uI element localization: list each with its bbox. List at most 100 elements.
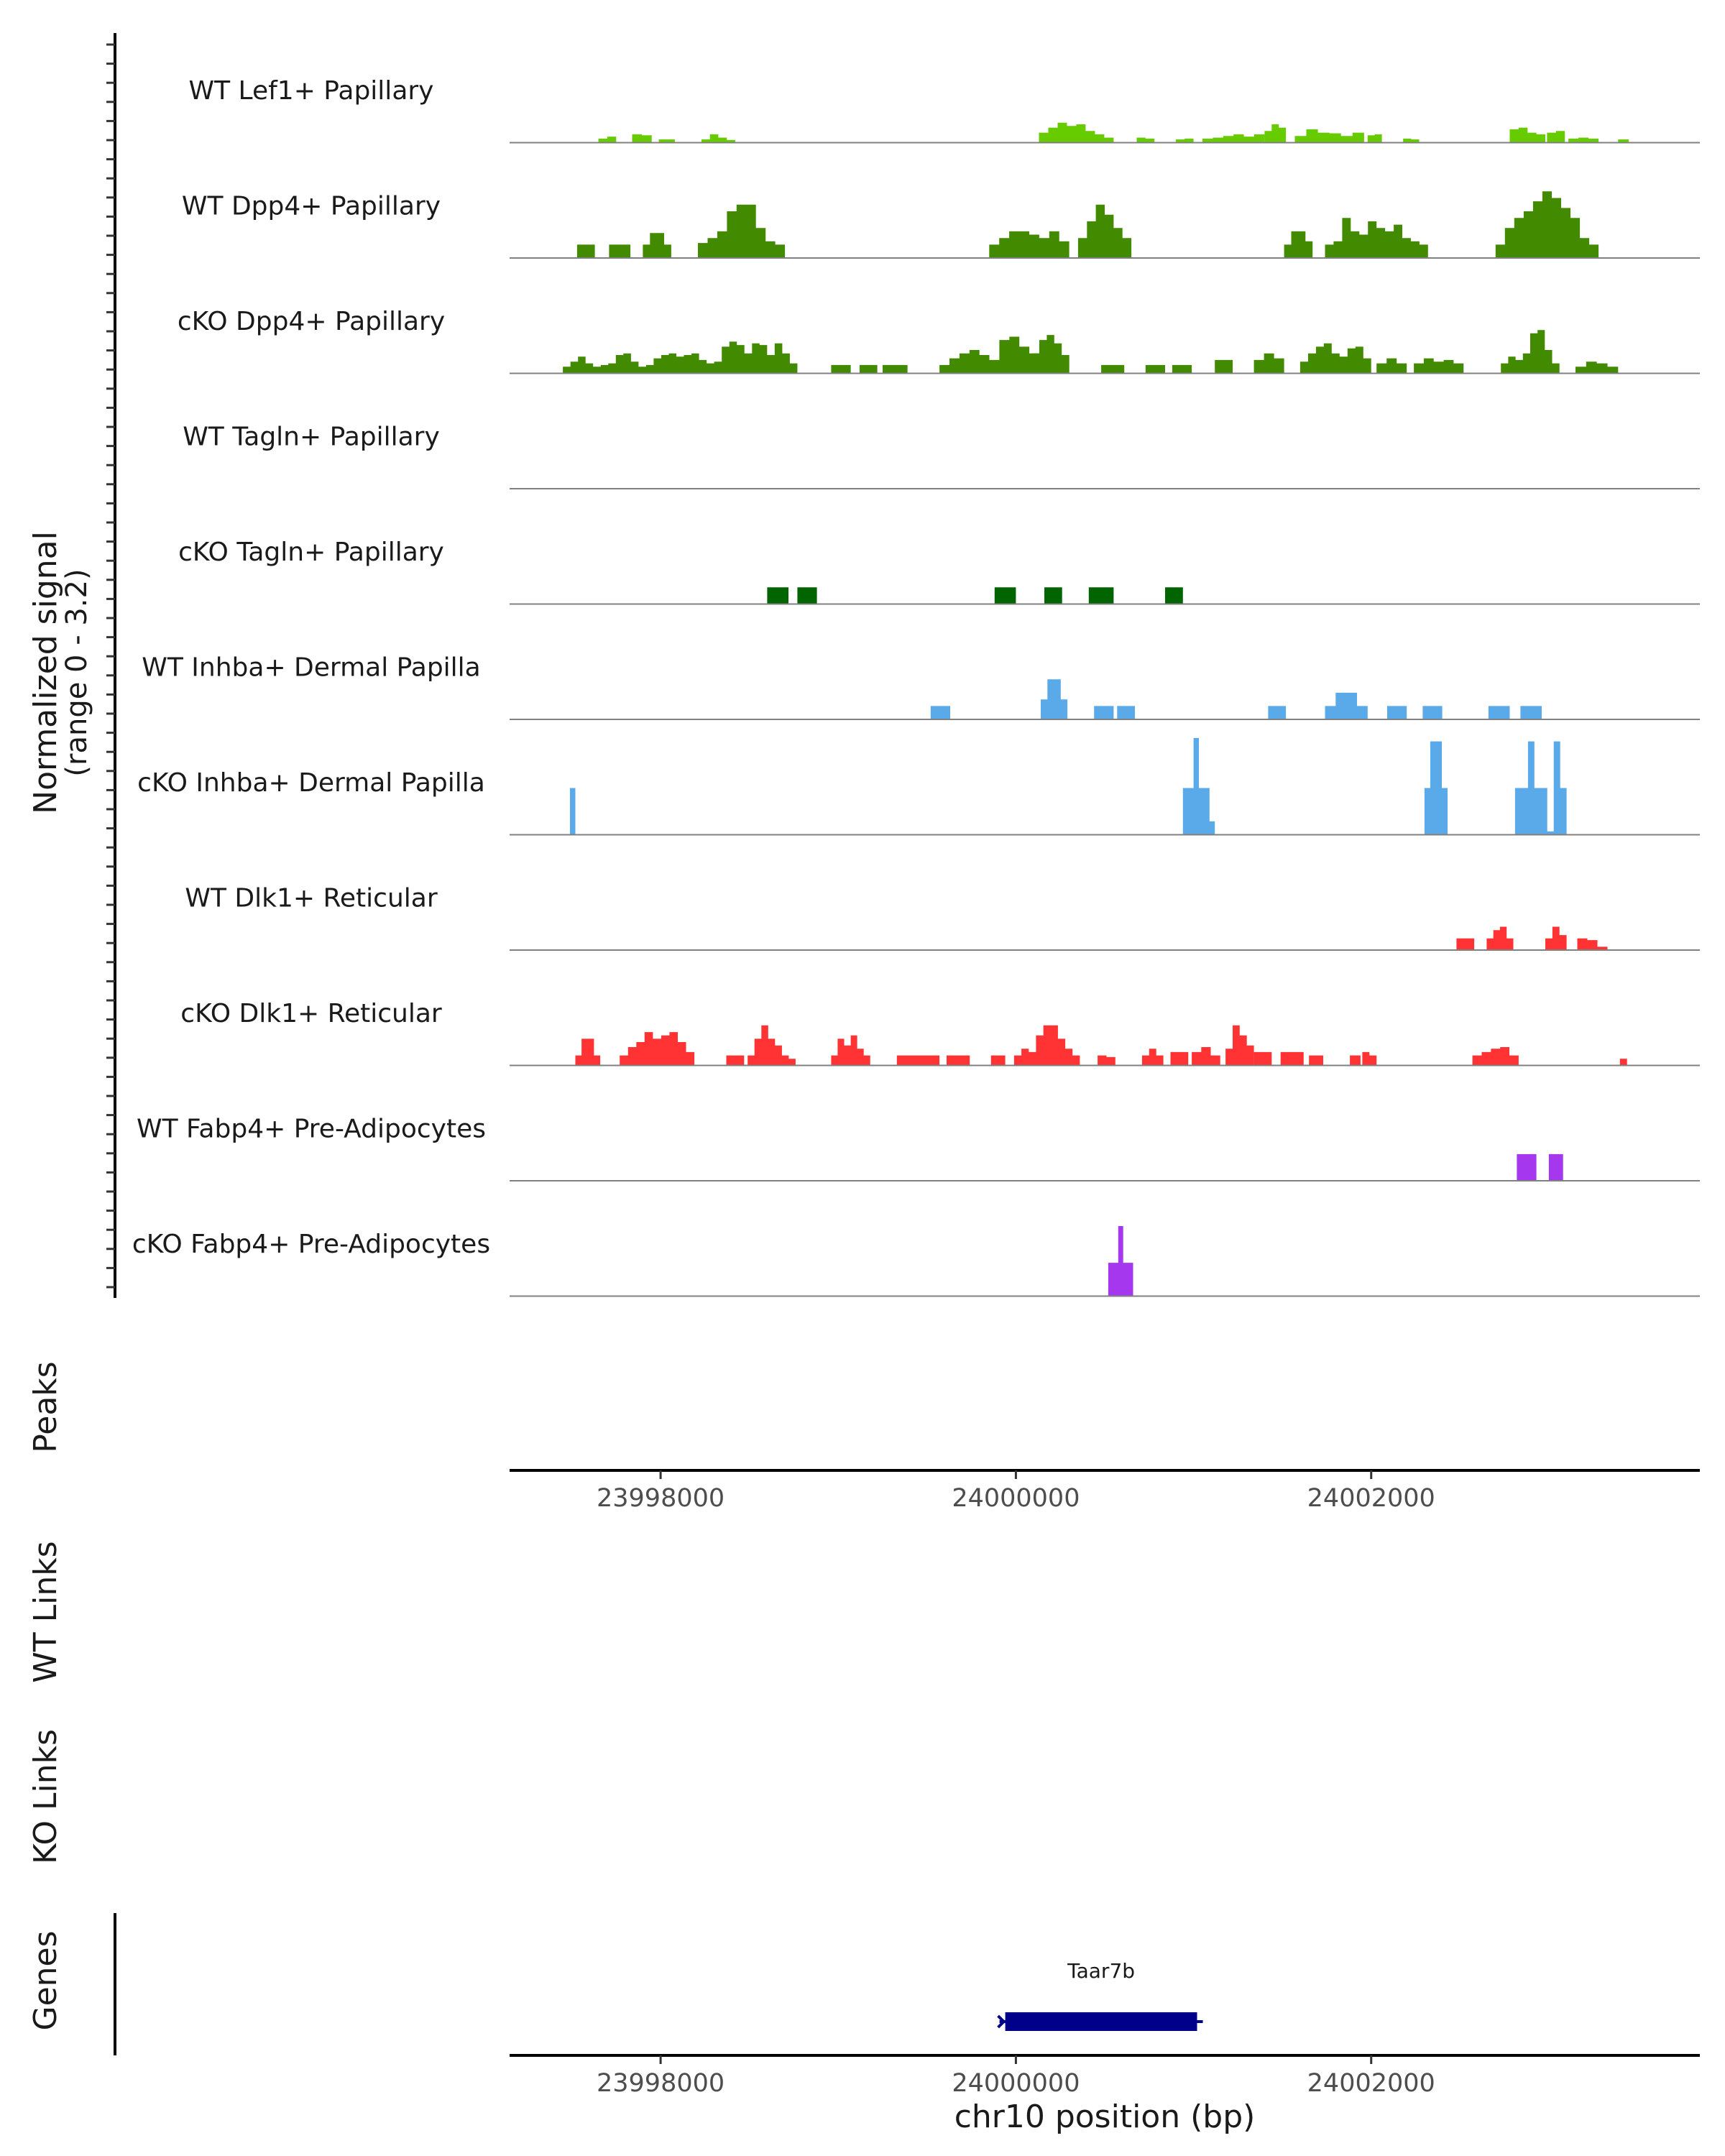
genes-label: Genes	[27, 1930, 64, 2030]
signal-area	[1145, 364, 1165, 374]
y-axis-label-group: Normalized signal (range 0 - 3.2)	[27, 531, 93, 814]
signal-area	[1077, 204, 1132, 258]
gene-track: Taar7b	[997, 1959, 1203, 2031]
signal-area	[1576, 361, 1619, 374]
track-7: WT Dlk1+ Reticular	[185, 884, 1700, 951]
signal-area	[643, 233, 671, 258]
signal-area	[570, 788, 576, 835]
x-tick-label: 24000000	[952, 1484, 1080, 1513]
signal-area	[1619, 1059, 1627, 1066]
signal-area	[1387, 706, 1407, 719]
x-tick-label: 24002000	[1307, 1484, 1435, 1513]
track-2: cKO Dpp4+ Papillary	[178, 307, 1700, 374]
signal-area	[1044, 587, 1062, 604]
signal-area	[1548, 1153, 1563, 1181]
x-tick-label: 23998000	[597, 2069, 724, 2098]
coverage-tracks: WT Lef1+ Papillary WT Dpp4+ Papillary cKO …	[132, 76, 1700, 1297]
signal-area	[620, 1032, 695, 1066]
signal-area	[1268, 706, 1287, 719]
signal-area	[1456, 938, 1475, 950]
signal-area	[896, 1055, 940, 1066]
signal-area	[947, 1055, 970, 1066]
signal-area	[1350, 1055, 1361, 1066]
track-0: WT Lef1+ Papillary	[189, 76, 1700, 144]
track-4: cKO Tagln+ Papillary	[178, 538, 1700, 605]
signal-area	[1192, 1047, 1220, 1066]
signal-area	[1117, 706, 1135, 719]
signal-area	[989, 231, 1070, 258]
signal-area	[994, 587, 1016, 604]
y-axis	[106, 33, 116, 1298]
signal-area	[1414, 358, 1464, 374]
x-tick-label: 23998000	[597, 1484, 724, 1513]
track-9: WT Fabp4+ Pre-Adipocytes	[137, 1115, 1700, 1181]
signal-area	[1031, 335, 1070, 374]
signal-area	[831, 1035, 870, 1066]
signal-area	[767, 587, 788, 604]
y-axis-label: Normalized signal	[27, 531, 64, 814]
signal-area	[1424, 741, 1448, 835]
signal-area	[831, 364, 851, 374]
x-axis-top: 23998000 24000000 24002000	[597, 1470, 1435, 1513]
signal-area	[1501, 330, 1560, 374]
track-label: cKO Dlk1+ Reticular	[180, 999, 442, 1028]
gene-name: Taar7b	[1067, 1959, 1135, 1983]
track-1: WT Dpp4+ Papillary	[182, 191, 1700, 259]
x-axis-bottom: 23998000 24000000 24002000	[597, 2055, 1435, 2098]
track-label: WT Tagln+ Papillary	[183, 423, 440, 452]
signal-area	[1325, 692, 1368, 719]
x-tick-label: 24000000	[952, 2069, 1080, 2098]
track-5: WT Inhba+ Dermal Papilla	[142, 653, 1700, 720]
signal-area	[1264, 124, 1287, 143]
signal-area	[1300, 343, 1371, 374]
x-tick-label: 24002000	[1307, 2069, 1435, 2098]
signal-area	[1545, 926, 1567, 950]
signal-area	[632, 134, 652, 143]
signal-area	[1403, 138, 1420, 143]
signal-area	[1225, 1025, 1254, 1066]
signal-area	[701, 134, 735, 143]
signal-area	[1170, 1051, 1189, 1066]
signal-area	[1101, 364, 1125, 374]
track-label: cKO Fabp4+ Pre-Adipocytes	[132, 1230, 490, 1259]
signal-area	[1202, 134, 1265, 143]
signal-area	[1013, 1025, 1080, 1066]
y-axis-range-label: (range 0 - 3.2)	[60, 568, 93, 776]
signal-area	[563, 341, 798, 374]
signal-area	[1094, 706, 1114, 719]
signal-area	[1254, 1051, 1272, 1066]
signal-area	[1175, 138, 1194, 143]
track-label: WT Fabp4+ Pre-Adipocytes	[137, 1115, 486, 1144]
track-label: WT Dlk1+ Reticular	[185, 884, 437, 913]
signal-area	[726, 1055, 745, 1066]
signal-area	[598, 137, 617, 143]
signal-area	[1362, 1051, 1377, 1066]
signal-area	[1098, 1055, 1116, 1066]
signal-area	[576, 244, 595, 258]
track-label: WT Dpp4+ Papillary	[182, 192, 441, 221]
signal-area	[1376, 358, 1407, 374]
signal-area	[1284, 231, 1313, 258]
track-8: cKO Dlk1+ Reticular	[180, 999, 1700, 1067]
signal-area	[1088, 587, 1114, 604]
track-label: WT Lef1+ Papillary	[189, 76, 434, 106]
track-label: cKO Dpp4+ Papillary	[178, 307, 445, 336]
signal-area	[1215, 359, 1233, 374]
signal-area	[1495, 191, 1599, 258]
signal-area	[1547, 131, 1565, 143]
signal-area	[609, 244, 631, 258]
signal-area	[930, 706, 950, 719]
ko-links-label: KO Links	[27, 1729, 64, 1864]
signal-area	[575, 1038, 601, 1066]
signal-area	[1488, 706, 1510, 719]
signal-area	[1172, 364, 1192, 374]
signal-area	[1509, 127, 1545, 143]
signal-area	[1517, 1153, 1537, 1181]
signal-area	[1486, 926, 1514, 950]
signal-area	[1472, 1047, 1519, 1066]
signal-area	[1294, 129, 1364, 143]
track-3: WT Tagln+ Papillary	[183, 423, 1700, 489]
track-label: cKO Inhba+ Dermal Papilla	[137, 768, 485, 798]
signal-area	[1422, 706, 1443, 719]
